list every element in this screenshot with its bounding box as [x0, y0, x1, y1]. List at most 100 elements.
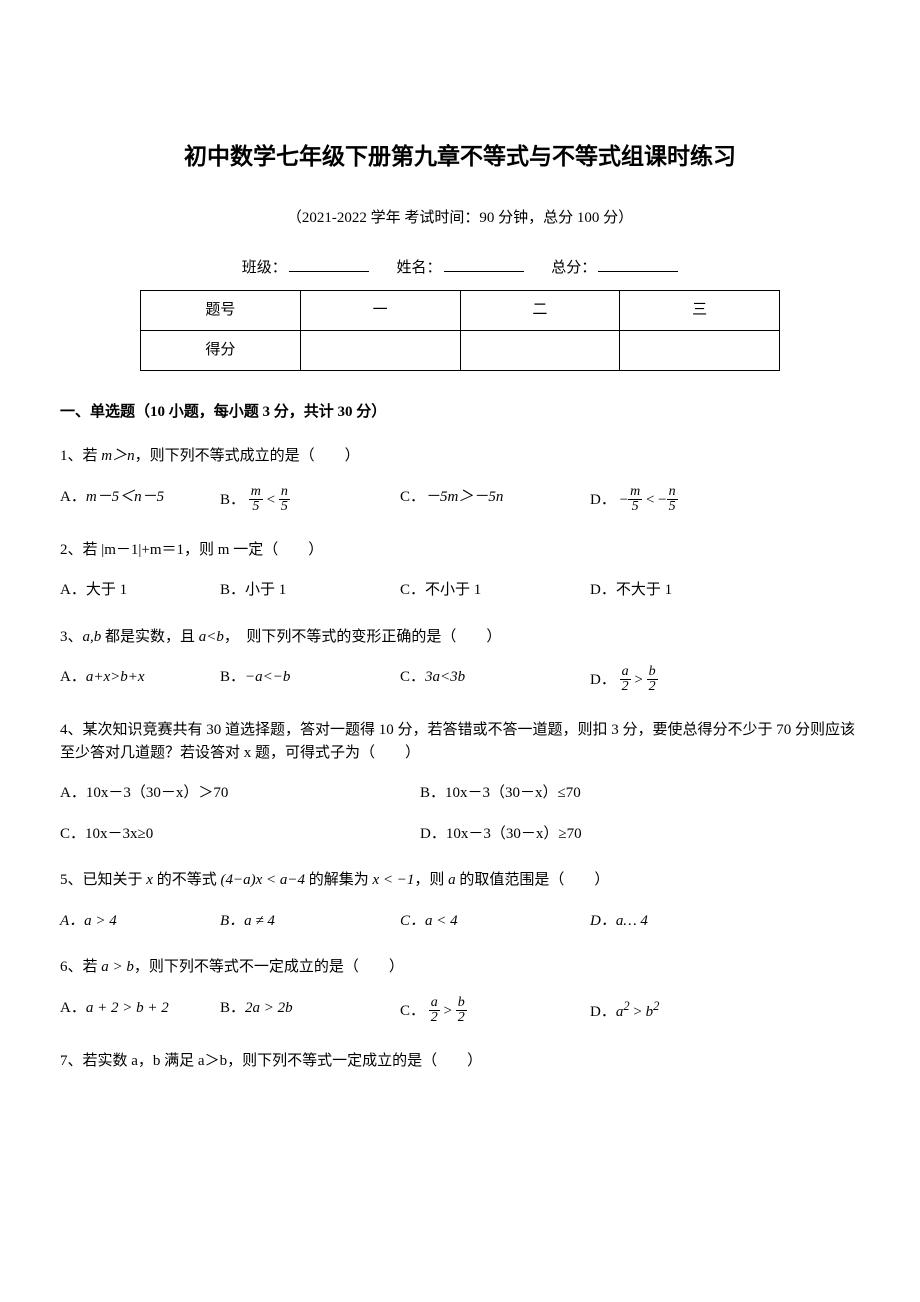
q1-opt-d: D． −m5 < −n5 — [590, 486, 760, 515]
q5-opt-c: C．a < 4 — [400, 910, 590, 933]
q4-options: A．10x－3（30－x）＞70 B．10x－3（30－x）≤70 C．10x－… — [60, 782, 860, 845]
q3-ab: a,b — [83, 629, 102, 645]
cell-score-1 — [300, 330, 460, 370]
q3-b-pre: B． — [220, 669, 245, 685]
total-blank — [598, 257, 678, 272]
q5-options: A．a > 4 B．a ≠ 4 C．a < 4 D．a… 4 — [60, 910, 860, 933]
q3-a-expr: a+x>b+x — [86, 669, 145, 685]
frac-den: 2 — [456, 1010, 467, 1025]
cell-section-2: 二 — [460, 290, 620, 330]
q4-opt-a: A．10x－3（30－x）＞70 — [60, 782, 420, 805]
q1-c-pre: C． — [400, 489, 425, 505]
frac-den: 2 — [647, 679, 658, 694]
name-blank — [444, 257, 524, 272]
question-6: 6、若 a > b，则下列不等式不一定成立的是（ ） A．a + 2 > b +… — [60, 956, 860, 1026]
q1-stem: 1、若 m＞n，则下列不等式成立的是（ ） — [60, 445, 860, 468]
frac-num: a — [620, 665, 631, 679]
q2-options: A．大于 1 B．小于 1 C．不小于 1 D．不大于 1 — [60, 579, 860, 602]
cell-header-tihao: 题号 — [141, 290, 301, 330]
q5-mid3: ，则 — [414, 872, 448, 888]
q6-d-r: b — [646, 1004, 654, 1020]
q6-c-pre: C． — [400, 1002, 425, 1018]
q6-cond: a > b — [101, 959, 134, 975]
q1-opt-b: B． m5 < n5 — [220, 486, 400, 515]
q2-opt-c: C．不小于 1 — [400, 579, 590, 602]
q2-opt-d: D．不大于 1 — [590, 579, 760, 602]
frac-den: 5 — [628, 499, 642, 514]
q3-c-pre: C． — [400, 669, 425, 685]
q6-b-expr: 2a > 2b — [245, 1000, 293, 1016]
q2-opt-a: A．大于 1 — [60, 579, 220, 602]
q6-c-frac-l: a2 — [429, 996, 440, 1025]
q1-c-expr: －5m＞－5n — [425, 489, 503, 505]
q1-b-frac-l: m5 — [249, 485, 263, 514]
q3-d-frac-l: a2 — [620, 665, 631, 694]
q1-opt-c: C．－5m＞－5n — [400, 486, 590, 515]
q1-b-rel: < — [267, 491, 275, 507]
q1-d-rel: < — [646, 491, 654, 507]
q1-a-pre: A． — [60, 489, 86, 505]
q6-a-expr: a + 2 > b + 2 — [86, 1000, 169, 1016]
student-info-line: 班级： 姓名： 总分： — [60, 257, 860, 280]
frac-num: n — [279, 485, 290, 499]
q6-d-pre: D． — [590, 1004, 616, 1020]
q1-opt-a: A．m－5＜n－5 — [60, 486, 220, 515]
cell-header-defen: 得分 — [141, 330, 301, 370]
frac-num: n — [667, 485, 678, 499]
q5-mid2: 的解集为 — [305, 872, 373, 888]
q6-opt-a: A．a + 2 > b + 2 — [60, 997, 220, 1026]
total-label: 总分： — [551, 260, 596, 276]
q6-b-pre: B． — [220, 1000, 245, 1016]
cell-section-1: 一 — [300, 290, 460, 330]
q6-stem: 6、若 a > b，则下列不等式不一定成立的是（ ） — [60, 956, 860, 979]
q3-stem: 3、a,b 都是实数，且 a<b， 则下列不等式的变形正确的是（ ） — [60, 626, 860, 649]
q6-a-pre: A． — [60, 1000, 86, 1016]
q1-d-pre: D． — [590, 491, 616, 507]
q5-post: 的取值范围是（ ） — [456, 872, 610, 888]
q6-options: A．a + 2 > b + 2 B．2a > 2b C． a2 > b2 D． a… — [60, 997, 860, 1026]
section-1-heading: 一、单选题（10 小题，每小题 3 分，共计 30 分） — [60, 401, 860, 424]
q6-pre: 6、若 — [60, 959, 101, 975]
q6-d-supr: 2 — [653, 999, 659, 1013]
q5-expr: (4−a)x < a−4 — [220, 872, 305, 888]
q3-d-rel: > — [634, 672, 642, 688]
q5-x: x — [146, 872, 153, 888]
q4-opt-d: D．10x－3（30－x）≥70 — [420, 823, 780, 846]
q6-c-frac-r: b2 — [456, 996, 467, 1025]
q5-opt-d: D．a… 4 — [590, 910, 760, 933]
q1-d-frac-l: m5 — [628, 485, 642, 514]
q1-d-negr: − — [658, 491, 666, 507]
exam-subtitle: （2021-2022 学年 考试时间：90 分钟，总分 100 分） — [60, 207, 860, 230]
q3-options: A．a+x>b+x B．−a<−b C．3a<3b D． a2 > b2 — [60, 666, 860, 695]
q1-options: A．m－5＜n－5 B． m5 < n5 C．－5m＞－5n D． −m5 < … — [60, 486, 860, 515]
class-label: 班级： — [242, 260, 287, 276]
q6-post: ，则下列不等式不一定成立的是（ ） — [134, 959, 404, 975]
frac-num: b — [647, 665, 658, 679]
q3-a-pre: A． — [60, 669, 86, 685]
q6-opt-c: C． a2 > b2 — [400, 997, 590, 1026]
q3-stem-mid: 都是实数，且 — [101, 629, 199, 645]
frac-den: 2 — [620, 679, 631, 694]
q1-b-pre: B． — [220, 491, 245, 507]
name-label: 姓名： — [396, 260, 441, 276]
frac-den: 5 — [667, 499, 678, 514]
cell-score-2 — [460, 330, 620, 370]
q1-d-frac-r: n5 — [667, 485, 678, 514]
table-row: 得分 — [141, 330, 780, 370]
frac-den: 5 — [249, 499, 263, 514]
q6-opt-b: B．2a > 2b — [220, 997, 400, 1026]
q5-pre: 5、已知关于 — [60, 872, 146, 888]
q3-opt-d: D． a2 > b2 — [590, 666, 760, 695]
q5-opt-b: B．a ≠ 4 — [220, 910, 400, 933]
q1-stem-post: ，则下列不等式成立的是（ ） — [135, 448, 360, 464]
q3-stem-post: ， 则下列不等式的变形正确的是（ ） — [224, 629, 502, 645]
frac-den: 5 — [279, 499, 290, 514]
frac-den: 2 — [429, 1010, 440, 1025]
table-row: 题号 一 二 三 — [141, 290, 780, 330]
frac-num: m — [628, 485, 642, 499]
question-1: 1、若 m＞n，则下列不等式成立的是（ ） A．m－5＜n－5 B． m5 < … — [60, 445, 860, 515]
q1-b-frac-r: n5 — [279, 485, 290, 514]
q4-stem: 4、某次知识竞赛共有 30 道选择题，答对一题得 10 分，若答错或不答一道题，… — [60, 719, 860, 764]
question-2: 2、若 |m－1|+m＝1，则 m 一定（ ） A．大于 1 B．小于 1 C．… — [60, 539, 860, 602]
cell-section-3: 三 — [620, 290, 780, 330]
